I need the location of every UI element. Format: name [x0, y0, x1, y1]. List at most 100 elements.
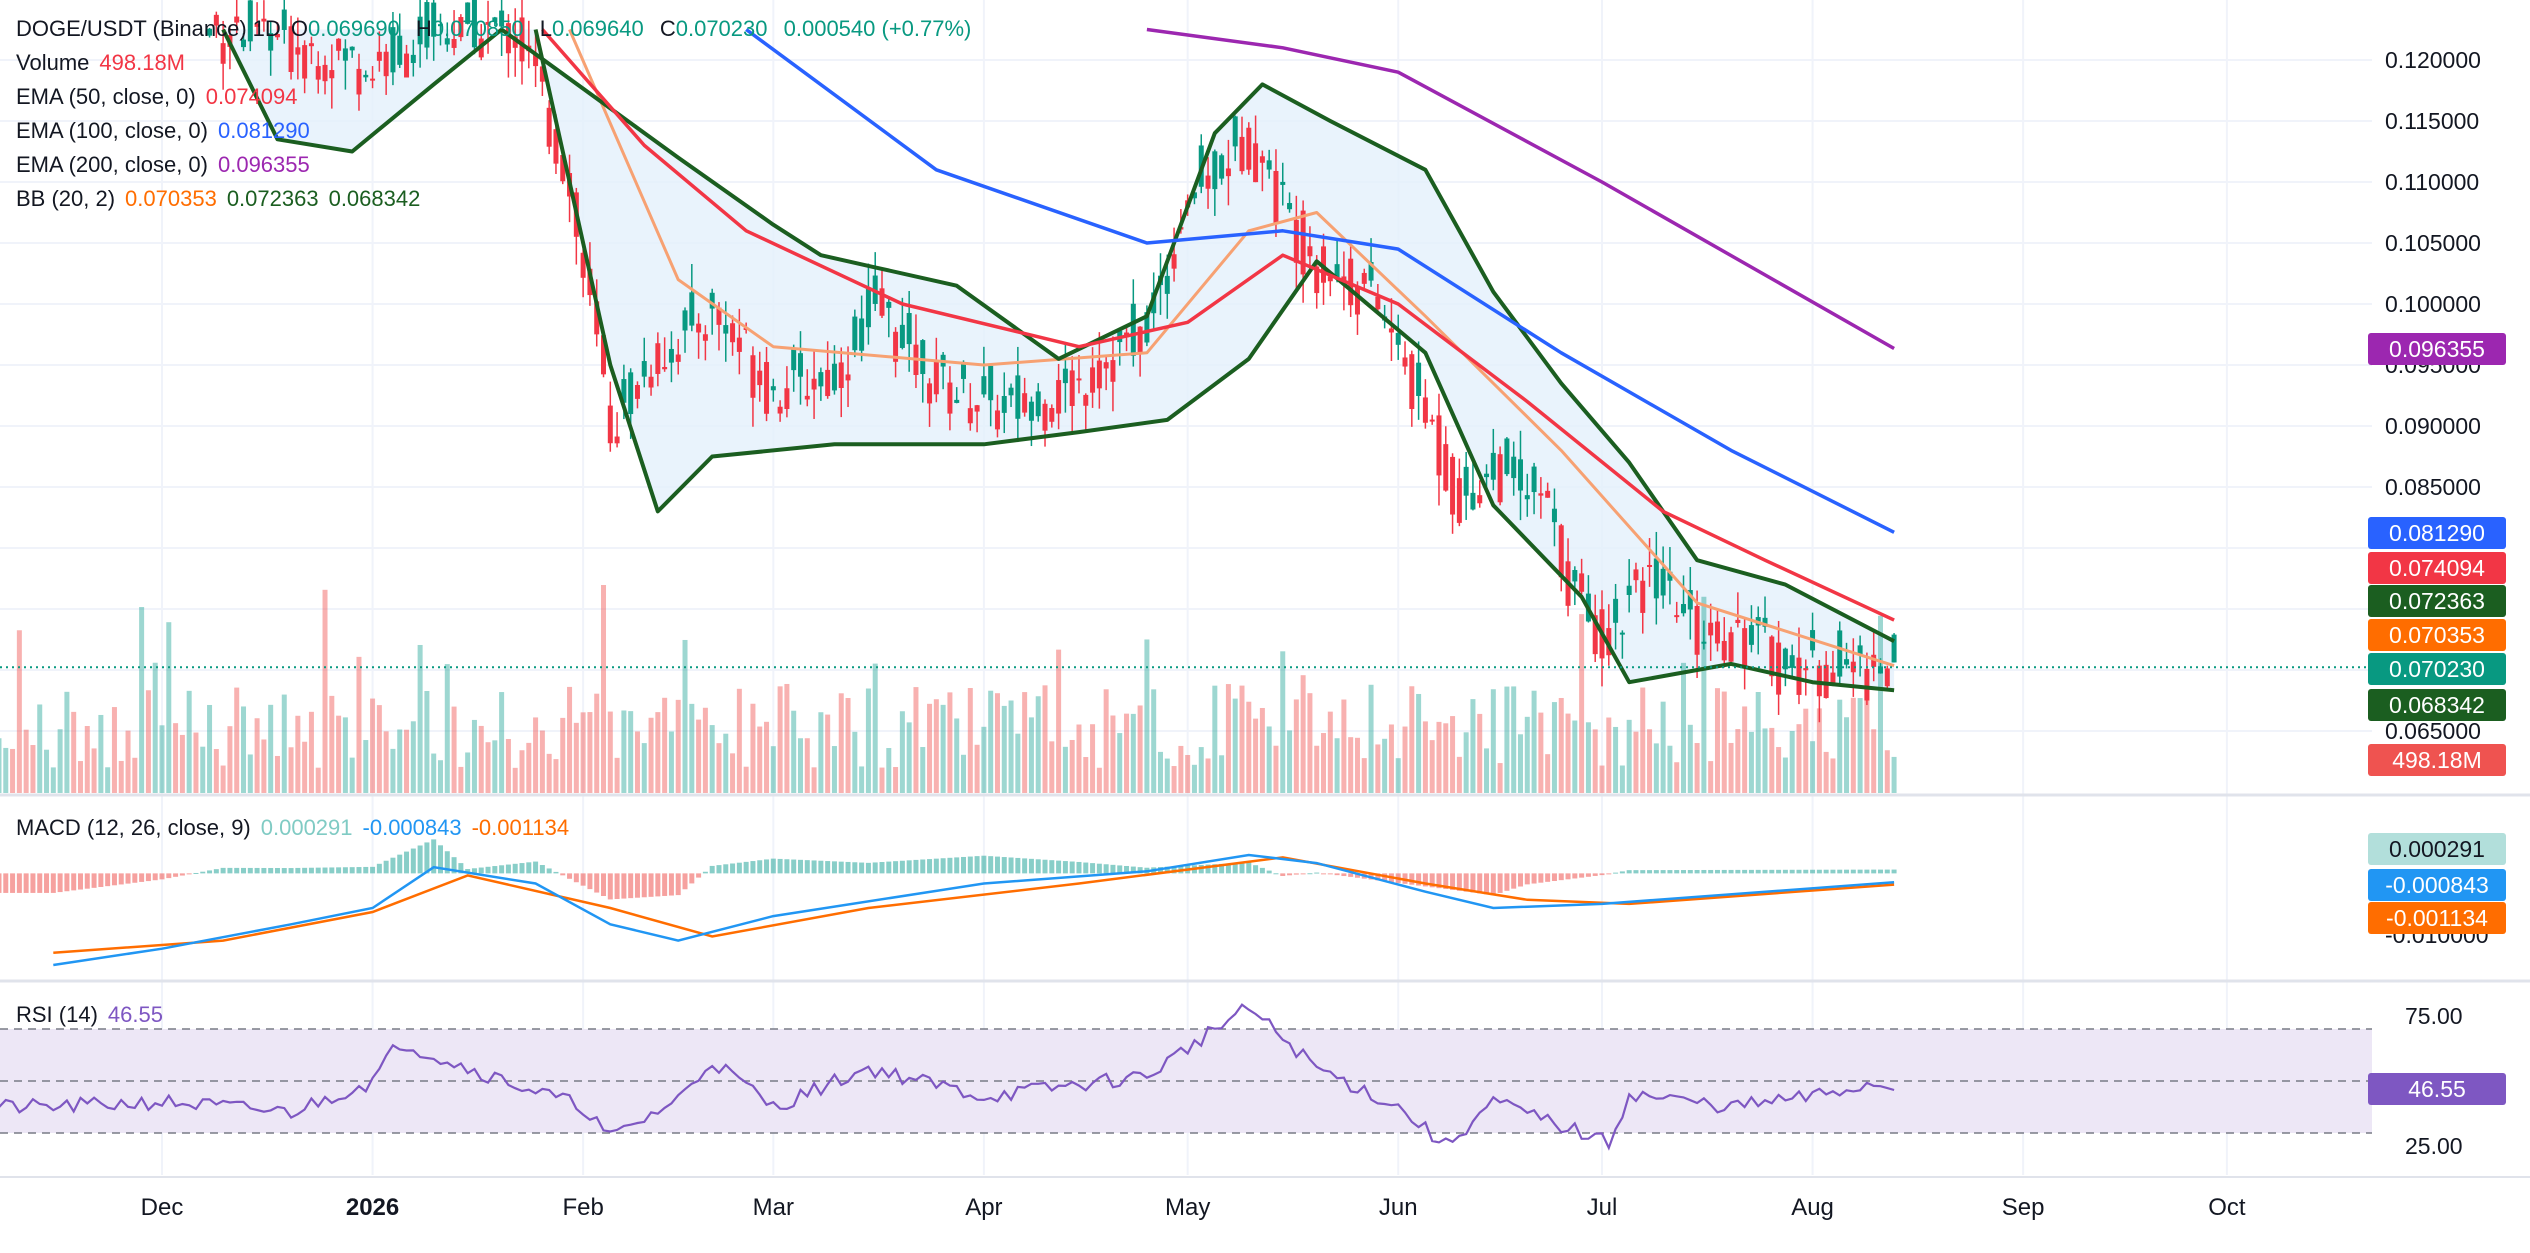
low-label: L — [539, 16, 552, 41]
macd-legend[interactable]: MACD (12, 26, close, 9) 0.000291 -0.000843… — [16, 811, 579, 845]
bb-legend[interactable]: BB (20, 2) 0.070353 0.072363 0.068342 — [16, 182, 981, 216]
candle-body — [1891, 634, 1897, 663]
volume-bar — [811, 767, 817, 793]
ema100-legend[interactable]: EMA (100, close, 0) 0.081290 — [16, 114, 981, 148]
macd-histogram-bar — [1137, 867, 1143, 874]
volume-bar — [1742, 706, 1748, 793]
macd-histogram-bar — [64, 873, 70, 892]
interval-label[interactable]: 1D — [252, 16, 281, 41]
rsi-legend[interactable]: RSI (14) 46.55 — [16, 998, 173, 1032]
candle-body — [845, 374, 851, 381]
candle-body — [1062, 368, 1068, 384]
macd-histogram-bar — [1049, 860, 1055, 874]
time-tick-label: Mar — [753, 1194, 794, 1221]
volume-bar — [499, 692, 505, 793]
macd-badge: -0.000843 — [2368, 869, 2506, 901]
macd-histogram-bar — [961, 856, 967, 874]
price-tick-label: 0.100000 — [2385, 291, 2481, 317]
macd-histogram-bar — [668, 873, 674, 896]
ema200-label: EMA (200, close, 0) — [16, 152, 208, 177]
macd-histogram-bar — [1762, 869, 1768, 874]
volume-bar — [166, 622, 172, 793]
macd-histogram-bar — [1538, 873, 1544, 883]
volume-bar — [186, 690, 192, 793]
volume-bar — [743, 766, 749, 793]
macd-histogram-bar — [879, 862, 885, 874]
macd-histogram-bar — [308, 867, 314, 874]
volume-bar — [241, 706, 247, 793]
macd-histogram-bar — [1850, 869, 1856, 874]
volume-bar — [1735, 729, 1741, 793]
macd-histogram-bar — [967, 856, 973, 874]
candle-body — [512, 36, 518, 48]
volume-bar — [268, 704, 274, 793]
volume-bar — [1028, 717, 1034, 793]
candle-body — [954, 399, 960, 403]
time-tick-label: Oct — [2208, 1194, 2246, 1221]
volume-bar — [397, 729, 403, 793]
macd-histogram-bar — [1375, 873, 1381, 881]
ema200-legend[interactable]: EMA (200, close, 0) 0.096355 — [16, 148, 981, 182]
price-badge-text: 0.081290 — [2389, 520, 2485, 546]
macd-histogram-bar — [302, 867, 308, 874]
volume-bar — [1721, 691, 1727, 793]
candle-body — [1796, 657, 1802, 695]
macd-histogram-bar — [98, 873, 104, 887]
volume-bar — [1606, 717, 1612, 793]
macd-histogram-bar — [1565, 873, 1571, 880]
volume-bar — [831, 746, 837, 793]
volume-bar — [1871, 729, 1877, 793]
candle-body — [363, 74, 369, 78]
volume-bar — [322, 589, 328, 793]
candle-body — [1022, 393, 1028, 413]
bb-lower-value: 0.068342 — [328, 186, 421, 211]
volume-bar — [723, 733, 729, 793]
volume-legend[interactable]: Volume 498.18M — [16, 46, 981, 80]
volume-bar — [363, 740, 369, 793]
candle-body — [689, 292, 695, 326]
volume-bar — [927, 703, 933, 793]
candle-body — [981, 376, 987, 395]
candle-body — [254, 23, 260, 27]
macd-histogram-bar — [329, 867, 335, 874]
ema50-value: 0.074094 — [205, 84, 298, 109]
volume-bar — [1001, 705, 1007, 793]
rsi-value: 46.55 — [107, 1002, 163, 1027]
ema200-line — [1146, 27, 1895, 351]
macd-signal-value: -0.001134 — [471, 815, 570, 840]
volume-bar — [1096, 767, 1102, 793]
rsi-badge: 46.55 — [2368, 1073, 2506, 1105]
candle-body — [818, 372, 824, 387]
volume-bar — [1008, 700, 1014, 793]
macd-histogram-bar — [77, 873, 83, 890]
symbol-name[interactable]: DOGE/USDT (Binance) — [16, 16, 247, 41]
volume-bar — [825, 714, 831, 793]
macd-histogram-bar — [431, 839, 437, 874]
volume-bar — [1422, 721, 1428, 793]
candle-body — [302, 45, 308, 79]
macd-histogram-bar — [567, 873, 573, 879]
macd-histogram-bar — [825, 861, 831, 874]
volume-bar — [757, 726, 763, 793]
volume-bar — [1592, 729, 1598, 793]
ema50-legend[interactable]: EMA (50, close, 0) 0.074094 — [16, 80, 981, 114]
macd-histogram-bar — [342, 867, 348, 874]
volume-bar — [1619, 765, 1625, 793]
macd-histogram-bar — [288, 868, 294, 874]
volume-bar — [940, 704, 946, 793]
candle-body — [349, 46, 355, 51]
volume-bar — [1579, 614, 1585, 793]
macd-histogram-bar — [1558, 873, 1564, 881]
candle-body — [356, 68, 362, 95]
volume-bar — [465, 752, 471, 793]
candle-body — [1721, 640, 1727, 661]
macd-histogram-bar — [254, 867, 260, 874]
volume-bar — [1456, 756, 1462, 793]
volume-bar — [1443, 723, 1449, 793]
volume-bar — [1205, 758, 1211, 793]
macd-histogram-bar — [44, 873, 50, 893]
rsi-label: RSI (14) — [16, 1002, 98, 1027]
candle-body — [1049, 408, 1055, 422]
volume-bar — [390, 748, 396, 793]
